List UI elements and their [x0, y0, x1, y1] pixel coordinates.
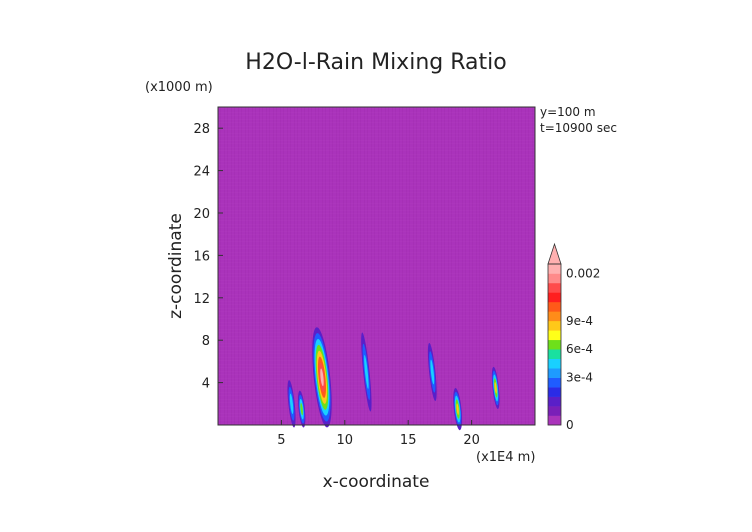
colorbar-swatch [548, 301, 561, 312]
colorbar: 0 3e-4 6e-4 9e-4 0.002 [547, 242, 600, 432]
annotation-time: t=10900 sec [540, 121, 617, 135]
y-axis: 4 8 12 16 20 24 28 [193, 122, 223, 392]
colorbar-tick-label: 0 [566, 418, 574, 432]
colorbar-swatch [548, 273, 561, 284]
y-unit-label: (x1000 m) [145, 80, 213, 95]
colorbar-frame [547, 263, 562, 426]
rain-contour [456, 403, 459, 415]
x-tick-label: 20 [463, 433, 480, 448]
colorbar-swatch [548, 387, 561, 397]
colorbar-swatch [548, 292, 561, 303]
colorbar-swatch [548, 415, 561, 426]
y-tick-label: 20 [193, 207, 210, 222]
rain-contour [289, 393, 294, 414]
colorbar-swatch [548, 358, 561, 369]
x-axis: 5 10 15 20 [277, 420, 480, 448]
plot-area [217, 106, 536, 431]
rain-contour [300, 402, 303, 416]
chart-title: H2O-l-Rain Mixing Ratio [245, 50, 506, 75]
x-tick-label: 5 [277, 433, 285, 448]
x-tick-label: 10 [337, 433, 354, 448]
plot-grid-texture [218, 107, 535, 425]
rain-feature [453, 388, 463, 431]
y-tick-label: 12 [193, 292, 210, 307]
colorbar-swatch [548, 282, 561, 293]
colorbar-swatch [548, 311, 561, 322]
rain-contour [494, 382, 497, 394]
y-tick-label: 8 [202, 334, 210, 349]
colorbar-tick-label: 0.002 [566, 266, 600, 280]
rain-feature [361, 332, 372, 412]
colorbar-swatch [548, 264, 561, 274]
colorbar-swatch [548, 368, 561, 378]
colorbar-swatch [548, 339, 561, 350]
colorbar-extend-arrow [547, 242, 562, 265]
colorbar-swatch [548, 320, 561, 331]
colorbar-tick-label: 9e-4 [566, 314, 593, 328]
rain-contour [430, 359, 435, 385]
colorbar-swatch [548, 396, 561, 407]
y-tick-label: 16 [193, 249, 210, 264]
rain-feature [427, 343, 437, 401]
colorbar-swatch [548, 406, 561, 416]
colorbar-swatch [548, 377, 561, 388]
rain-contour [364, 355, 369, 389]
colorbar-tick-label: 3e-4 [566, 371, 593, 385]
rain-feature [312, 327, 332, 428]
y-tick-label: 28 [193, 122, 210, 137]
annotation-y-position: y=100 m [540, 105, 596, 119]
rain-feature [297, 390, 306, 428]
x-axis-label: x-coordinate [323, 472, 430, 492]
y-axis-label: z-coordinate [166, 213, 186, 319]
x-tick-label: 15 [400, 433, 417, 448]
colorbar-swatch [548, 330, 561, 341]
colorbar-swatch [548, 349, 561, 360]
rain-feature [287, 380, 296, 428]
rain-contour [320, 368, 324, 387]
colorbar-tick-label: 6e-4 [566, 342, 593, 356]
rain-features [287, 327, 500, 431]
x-unit-label: (x1E4 m) [476, 450, 535, 465]
plot-frame [217, 106, 536, 426]
y-tick-label: 24 [193, 165, 210, 180]
y-tick-label: 4 [202, 377, 210, 392]
rain-feature [491, 366, 500, 409]
